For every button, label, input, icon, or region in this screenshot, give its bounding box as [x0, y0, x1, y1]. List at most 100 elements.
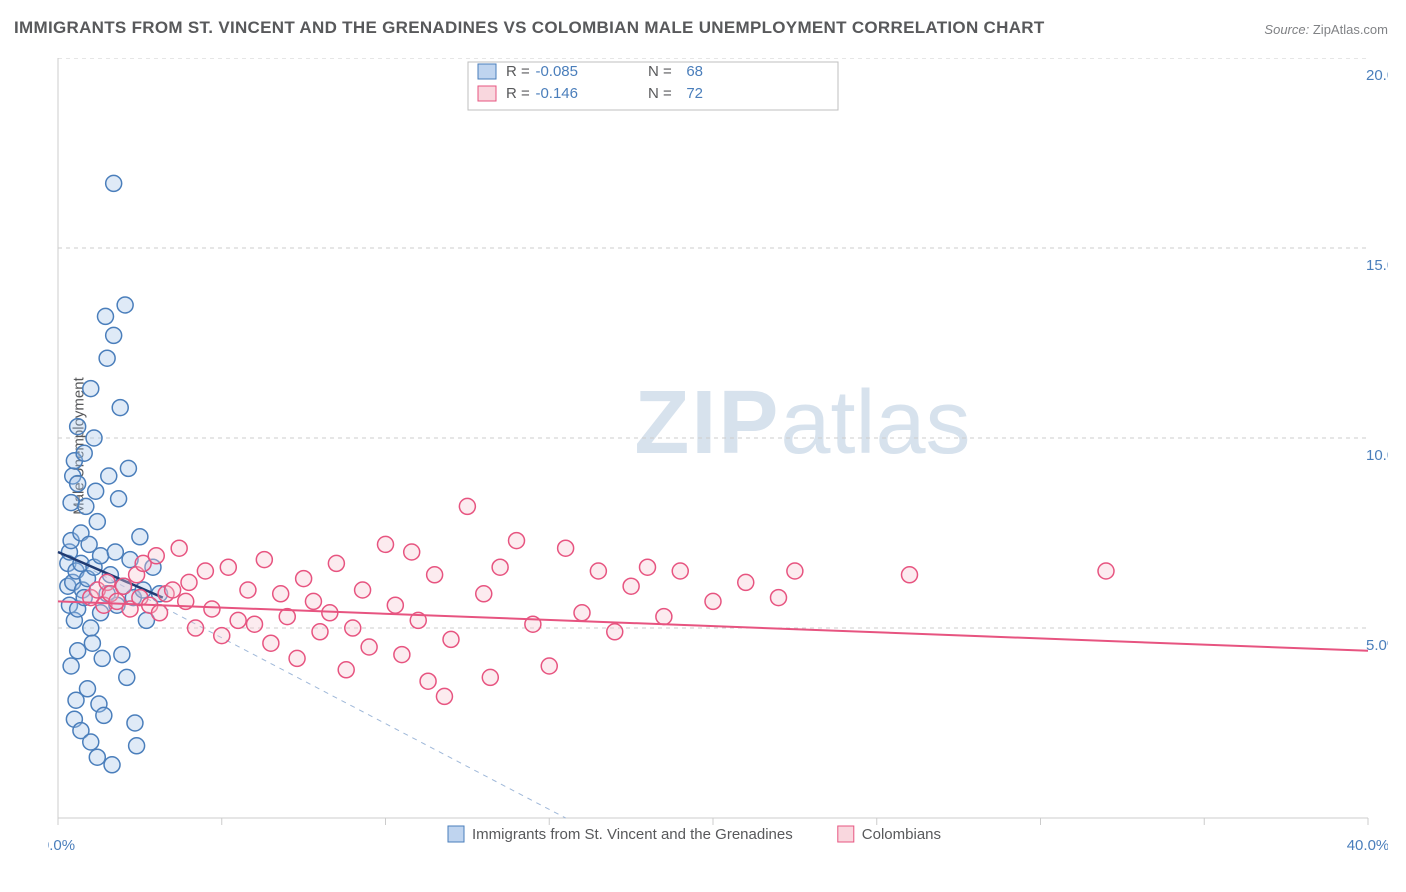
data-point — [492, 559, 508, 575]
data-point — [220, 559, 236, 575]
data-point — [296, 571, 312, 587]
y-tick-label: 20.0% — [1366, 67, 1388, 84]
data-point — [558, 540, 574, 556]
data-point — [443, 631, 459, 647]
data-point — [230, 612, 246, 628]
data-point — [240, 582, 256, 598]
data-point — [93, 548, 109, 564]
data-point — [541, 658, 557, 674]
scatter-chart-svg: ZIPatlas 5.0% 10.0% 15.0% 20.0% 0.0% 40.0% R =-… — [48, 58, 1388, 858]
data-point — [89, 514, 105, 530]
data-point — [771, 590, 787, 606]
bottom-legend-label: Colombians — [862, 826, 941, 843]
data-point — [204, 601, 220, 617]
data-point — [902, 567, 918, 583]
data-point — [83, 381, 99, 397]
data-point — [89, 749, 105, 765]
data-point — [83, 734, 99, 750]
legend-r-value: -0.146 — [535, 85, 578, 102]
x-tick-label: 40.0% — [1347, 837, 1388, 854]
data-point — [119, 669, 135, 685]
data-point — [188, 620, 204, 636]
data-point — [509, 533, 525, 549]
watermark: ZIPatlas — [634, 373, 970, 473]
data-point — [99, 350, 115, 366]
data-point — [97, 308, 113, 324]
data-point — [132, 529, 148, 545]
legend-r-value: -0.085 — [535, 63, 578, 80]
data-point — [116, 578, 132, 594]
data-point — [289, 650, 305, 666]
data-point — [273, 586, 289, 602]
data-point — [623, 578, 639, 594]
y-tick-label: 5.0% — [1366, 637, 1388, 654]
chart-title: IMMIGRANTS FROM ST. VINCENT AND THE GREN… — [14, 18, 1045, 38]
data-point — [117, 297, 133, 313]
bottom-legend-label: Immigrants from St. Vincent and the Gren… — [472, 826, 793, 843]
data-point — [607, 624, 623, 640]
data-point — [590, 563, 606, 579]
legend-r-label: R = — [506, 85, 530, 102]
data-point — [129, 738, 145, 754]
data-point — [70, 643, 86, 659]
y-tick-label: 15.0% — [1366, 257, 1388, 274]
data-point — [345, 620, 361, 636]
source-label: Source: — [1264, 22, 1309, 37]
data-point — [387, 597, 403, 613]
data-point — [112, 400, 128, 416]
data-point — [263, 635, 279, 651]
data-point — [106, 175, 122, 191]
data-point — [787, 563, 803, 579]
data-point — [107, 544, 123, 560]
data-point — [312, 624, 328, 640]
data-point — [148, 548, 164, 564]
data-point — [305, 593, 321, 609]
data-point — [476, 586, 492, 602]
legend-swatch — [478, 64, 496, 79]
bottom-legend-swatch — [448, 826, 464, 842]
legend-r-label: R = — [506, 63, 530, 80]
data-point — [83, 620, 99, 636]
data-point — [338, 662, 354, 678]
data-point — [404, 544, 420, 560]
legend-n-value: 68 — [686, 63, 703, 80]
data-point — [181, 574, 197, 590]
data-point — [705, 593, 721, 609]
data-point — [120, 460, 136, 476]
data-point — [672, 563, 688, 579]
data-point — [63, 495, 79, 511]
data-point — [78, 498, 94, 514]
data-point — [361, 639, 377, 655]
data-point — [114, 647, 130, 663]
data-point — [459, 498, 475, 514]
data-point — [86, 430, 102, 446]
data-point — [88, 483, 104, 499]
data-point — [165, 582, 181, 598]
data-point — [127, 715, 143, 731]
data-point — [171, 540, 187, 556]
data-point — [96, 707, 112, 723]
data-point — [640, 559, 656, 575]
data-point — [106, 327, 122, 343]
data-point — [420, 673, 436, 689]
data-point — [84, 635, 100, 651]
data-point — [152, 605, 168, 621]
data-point — [738, 574, 754, 590]
data-point — [101, 468, 117, 484]
chart-container: IMMIGRANTS FROM ST. VINCENT AND THE GREN… — [0, 0, 1406, 892]
data-point — [256, 552, 272, 568]
source-value: ZipAtlas.com — [1313, 22, 1388, 37]
data-point — [63, 658, 79, 674]
data-point — [436, 688, 452, 704]
data-point — [70, 476, 86, 492]
data-point — [214, 628, 230, 644]
y-tick-label: 10.0% — [1366, 447, 1388, 464]
data-point — [94, 650, 110, 666]
data-point — [1098, 563, 1114, 579]
data-point — [247, 616, 263, 632]
legend-n-label: N = — [648, 63, 672, 80]
legend-swatch — [478, 86, 496, 101]
x-tick-label: 0.0% — [48, 837, 75, 854]
data-point — [482, 669, 498, 685]
data-point — [427, 567, 443, 583]
